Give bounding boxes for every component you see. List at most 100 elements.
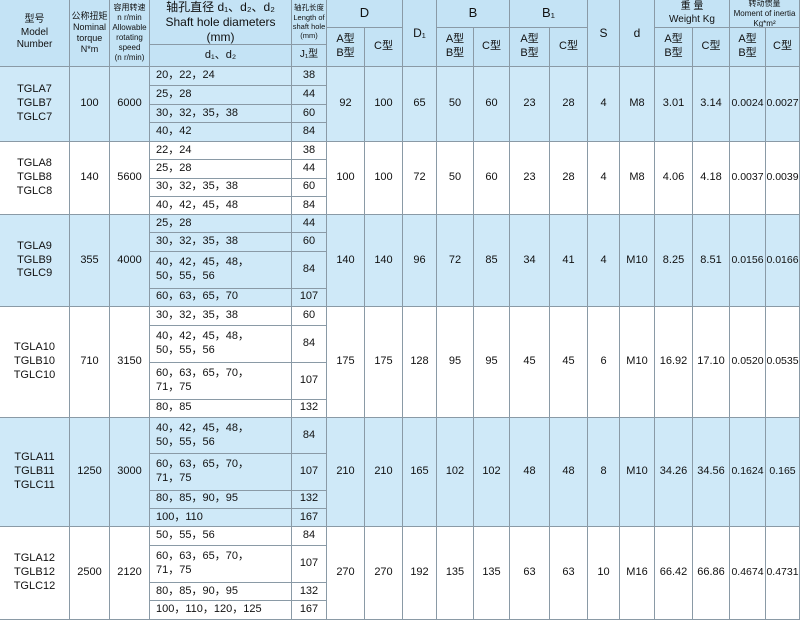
cell-text: 63 [523,566,536,579]
bolt: M8 [620,67,655,142]
cell-text: TGLB11 [14,465,55,478]
shaft-length: 84 [292,325,327,363]
weight-c: 66.86 [693,527,730,620]
cell-text: 48 [523,465,536,478]
cell-text: 25，28 [156,216,192,229]
header-d: d [620,0,655,67]
model: TGLA7 TGLB7 TGLC7 [0,67,70,142]
cell-text: 4 [600,171,607,184]
cell-text: 85 [485,253,498,266]
cell-text: 48 [562,465,575,478]
cell-text: B型 [445,47,465,59]
speed: 5600 [110,142,150,215]
cell-text: 50 [448,97,462,110]
cell-text: 40，42，45，48， [156,255,249,268]
cell-text: 4.06 [662,171,685,184]
cell-text: 4 [600,253,607,266]
cell-text: 60，63，65，70 [156,290,238,303]
shaft-diameters: 25，28 [150,215,292,234]
cell-text: TGLB12 [14,566,55,579]
torque: 355 [70,215,110,307]
cell-text: 轴孔直径 d₁、d₂、d₂ [166,0,275,14]
cell-text: 3.01 [662,97,685,110]
b-c: 135 [474,527,510,620]
cell-text: D₁ [413,25,426,40]
cell-text: 0.0156 [731,253,764,266]
bolt: M8 [620,142,655,215]
cell-text: 270 [336,566,355,579]
inertia-a: 0.0520 [730,307,766,418]
torque: 100 [70,67,110,142]
cell-text: 10 [597,566,610,579]
shaft-length: 60 [292,233,327,252]
cell-text: 66.42 [659,566,688,579]
shaft-length: 60 [292,104,327,124]
cell-text: Length of [293,12,325,22]
b-c: 60 [474,67,510,142]
d-a: 92 [327,67,365,142]
b-c: 95 [474,307,510,418]
cell-text: 50，55，56 [156,435,215,448]
s: 8 [588,418,620,527]
cell-text: 60 [302,180,316,193]
weight-a: 34.26 [655,418,693,527]
cell-text: 140 [336,253,355,266]
cell-text: Nominal [72,21,106,32]
b1-a: 63 [510,527,550,620]
cell-text: 84 [302,125,316,138]
header-b1: B₁ [510,0,588,28]
torque: 2500 [70,527,110,620]
cell-text: 6 [600,355,607,368]
header-b: B [437,0,510,28]
cell-text: 41 [562,253,575,266]
bolt: M10 [620,418,655,527]
bolt: M10 [620,307,655,418]
shaft-diameters: 20，22，24 [150,67,292,86]
shaft-length: 167 [292,601,327,620]
shaft-diameters: 40，42，45，48 [150,196,292,215]
cell-text: 710 [80,355,99,368]
cell-text: 30，32，35，38 [156,235,238,248]
shaft-diameters: 80，85，90，95 [150,582,292,602]
cell-text: 4.18 [700,171,722,184]
shaft-diameters: 30，32，35，38 [150,233,292,252]
cell-text: 270 [374,566,393,579]
cell-text: 0.4674 [731,566,764,579]
cell-text: 167 [299,510,319,523]
b1-a: 45 [510,307,550,418]
speed: 3150 [110,307,150,418]
shaft-diameters: 60，63，65，70 [150,288,292,307]
speed: 3000 [110,418,150,527]
shaft-length: 84 [292,527,327,546]
shaft-diameters: 80，85 [150,399,292,418]
header-sub-a: A型 B型 [730,28,766,67]
shaft-length: 132 [292,582,327,602]
cell-text: TGLC8 [16,184,53,197]
cell-text: D [359,5,370,21]
d1: 192 [403,527,437,620]
cell-text: 100，110 [156,510,203,523]
inertia-c: 0.4731 [766,527,800,620]
weight-c: 3.14 [693,67,730,142]
b-a: 72 [437,215,474,307]
cell-text: TGLB10 [14,355,55,368]
header-inertia: 转动惯量 Moment of inertia Kg*m² [730,0,800,28]
inertia-a: 0.1624 [730,418,766,527]
cell-text: (mm) [300,31,318,41]
cell-text: 0.0027 [766,97,799,110]
cell-text: 40，42，45，48 [156,198,238,211]
d1: 96 [403,215,437,307]
cell-text: 71，75 [156,471,192,484]
shaft-length: 132 [292,399,327,418]
cell-text: TGLC9 [16,267,53,280]
cell-text: Shaft hole diameters [165,14,276,29]
cell-text: 4 [600,97,607,110]
shaft-diameters: 30，32，35，38 [150,104,292,124]
inertia-c: 0.0166 [766,215,800,307]
speed: 2120 [110,527,150,620]
speed: 4000 [110,215,150,307]
s: 4 [588,142,620,215]
cell-text: 60 [302,308,316,321]
shaft-length: 38 [292,142,327,161]
cell-text: 2120 [117,566,142,579]
